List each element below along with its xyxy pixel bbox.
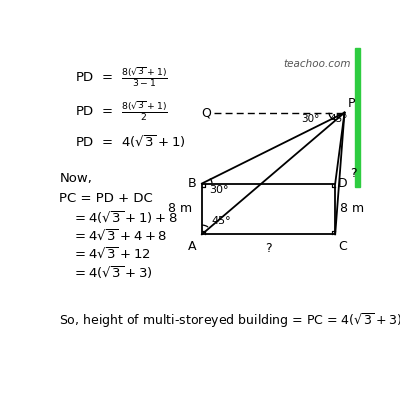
Text: P: P [347,97,355,110]
Text: 30°: 30° [301,114,320,124]
Bar [355,48,360,186]
Text: ?: ? [350,167,357,180]
Text: PD  =  $\frac{8(\sqrt{3}+1)}{2}$: PD = $\frac{8(\sqrt{3}+1)}{2}$ [75,100,168,123]
Text: Q: Q [202,106,212,119]
Text: C: C [338,240,347,253]
Text: PD  =  $4(\sqrt{3}+1)$: PD = $4(\sqrt{3}+1)$ [75,134,186,150]
Text: 30°: 30° [209,185,228,195]
Text: A: A [188,240,196,253]
Text: D: D [338,177,348,190]
Text: B: B [188,177,196,190]
Text: Now,: Now, [59,172,92,186]
Text: $= 4(\sqrt{3}+1)+8$: $= 4(\sqrt{3}+1)+8$ [72,209,177,226]
Text: PC = PD + DC: PC = PD + DC [59,192,153,206]
Text: teachoo.com: teachoo.com [283,59,351,69]
Text: PD  =  $\frac{8(\sqrt{3}+1)}{3-1}$: PD = $\frac{8(\sqrt{3}+1)}{3-1}$ [75,66,168,89]
Text: 45°: 45° [211,216,231,226]
Text: ?: ? [265,242,272,255]
Text: 8 m: 8 m [168,202,192,215]
Text: $= 4\sqrt{3}+4+8$: $= 4\sqrt{3}+4+8$ [72,228,167,244]
Text: 45°: 45° [329,114,348,124]
Text: 8 m: 8 m [340,202,364,215]
Text: $= 4(\sqrt{3}+3)$: $= 4(\sqrt{3}+3)$ [72,264,152,281]
Text: So, height of multi-storeyed building = PC = $4(\sqrt{3}+3)$ m: So, height of multi-storeyed building = … [59,311,400,330]
Text: $= 4\sqrt{3}+12$: $= 4\sqrt{3}+12$ [72,247,150,262]
